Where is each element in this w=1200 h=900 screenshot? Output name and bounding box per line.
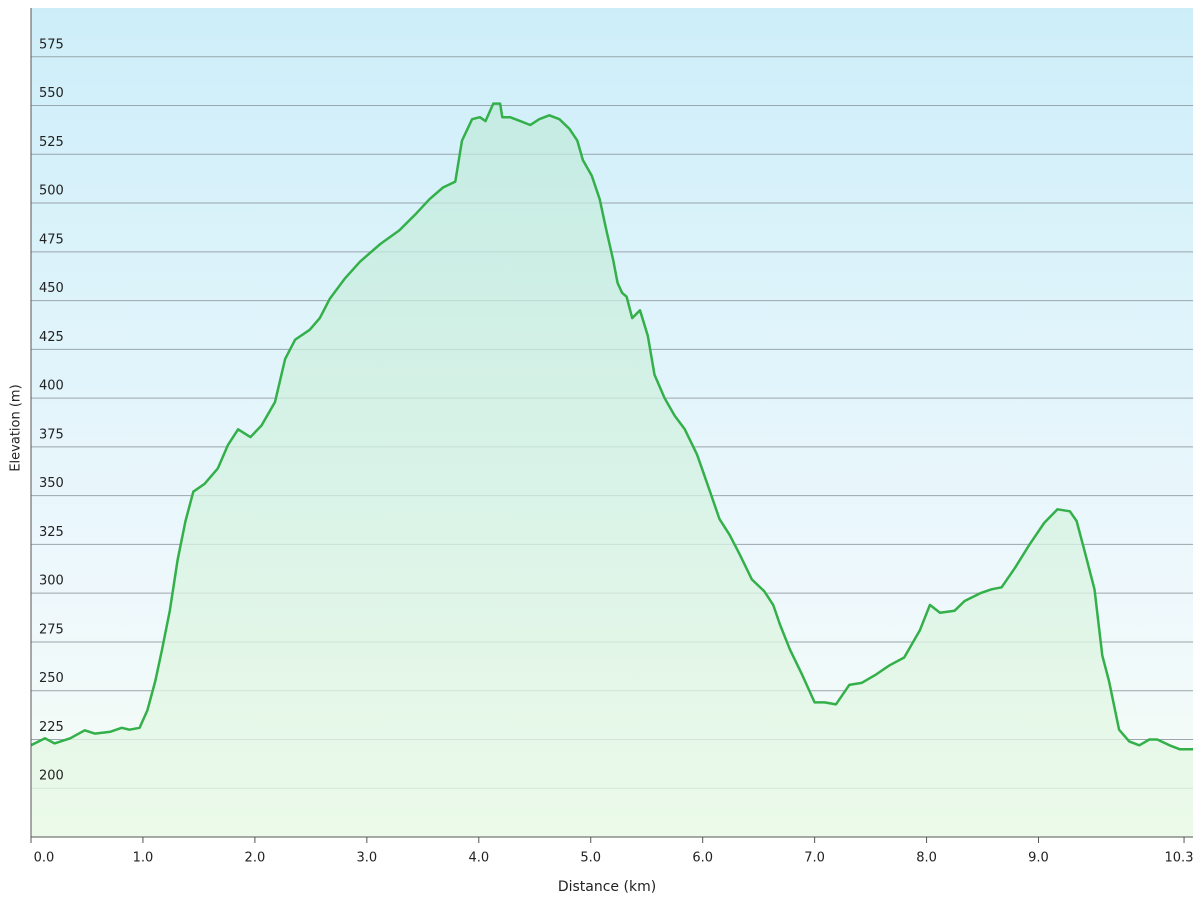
x-tick-label: 3.0 — [356, 851, 377, 866]
y-tick-label: 375 — [39, 427, 64, 442]
x-axis-label: Distance (km) — [558, 879, 656, 895]
y-tick-label: 550 — [39, 86, 64, 101]
x-tick-label: 9.0 — [1028, 851, 1049, 866]
area-fill — [31, 103, 1193, 838]
x-tick-label: 4.0 — [468, 851, 489, 866]
x-tick-label: 6.0 — [692, 851, 713, 866]
x-tick-label: 1.0 — [133, 851, 154, 866]
y-tick-label: 300 — [39, 574, 64, 589]
y-tick-label: 450 — [39, 281, 64, 296]
elevation-line — [30, 102, 1193, 751]
x-tick-label: 7.0 — [804, 851, 825, 866]
y-tick-label: 575 — [39, 37, 64, 52]
y-tick-label: 250 — [39, 671, 64, 686]
y-tick-label: 475 — [39, 232, 64, 247]
y-axis-label: Elevation (m) — [9, 384, 24, 471]
x-tick-label: 2.0 — [245, 851, 266, 866]
y-tick-label: 425 — [39, 330, 64, 345]
x-tick-label: 0.0 — [34, 851, 55, 866]
y-tick-label: 225 — [39, 720, 64, 735]
y-tick-label: 525 — [39, 135, 64, 150]
y-tick-label: 275 — [39, 622, 64, 637]
y-tick-label: 325 — [39, 525, 64, 540]
y-tick-label: 400 — [39, 379, 64, 394]
x-tick-label: 8.0 — [916, 851, 937, 866]
x-tick-label: 10.3 — [1165, 851, 1194, 866]
y-tick-label: 350 — [39, 476, 64, 491]
y-tick-label: 200 — [39, 769, 64, 784]
y-tick-label: 500 — [39, 184, 64, 199]
x-tick-label: 5.0 — [580, 851, 601, 866]
